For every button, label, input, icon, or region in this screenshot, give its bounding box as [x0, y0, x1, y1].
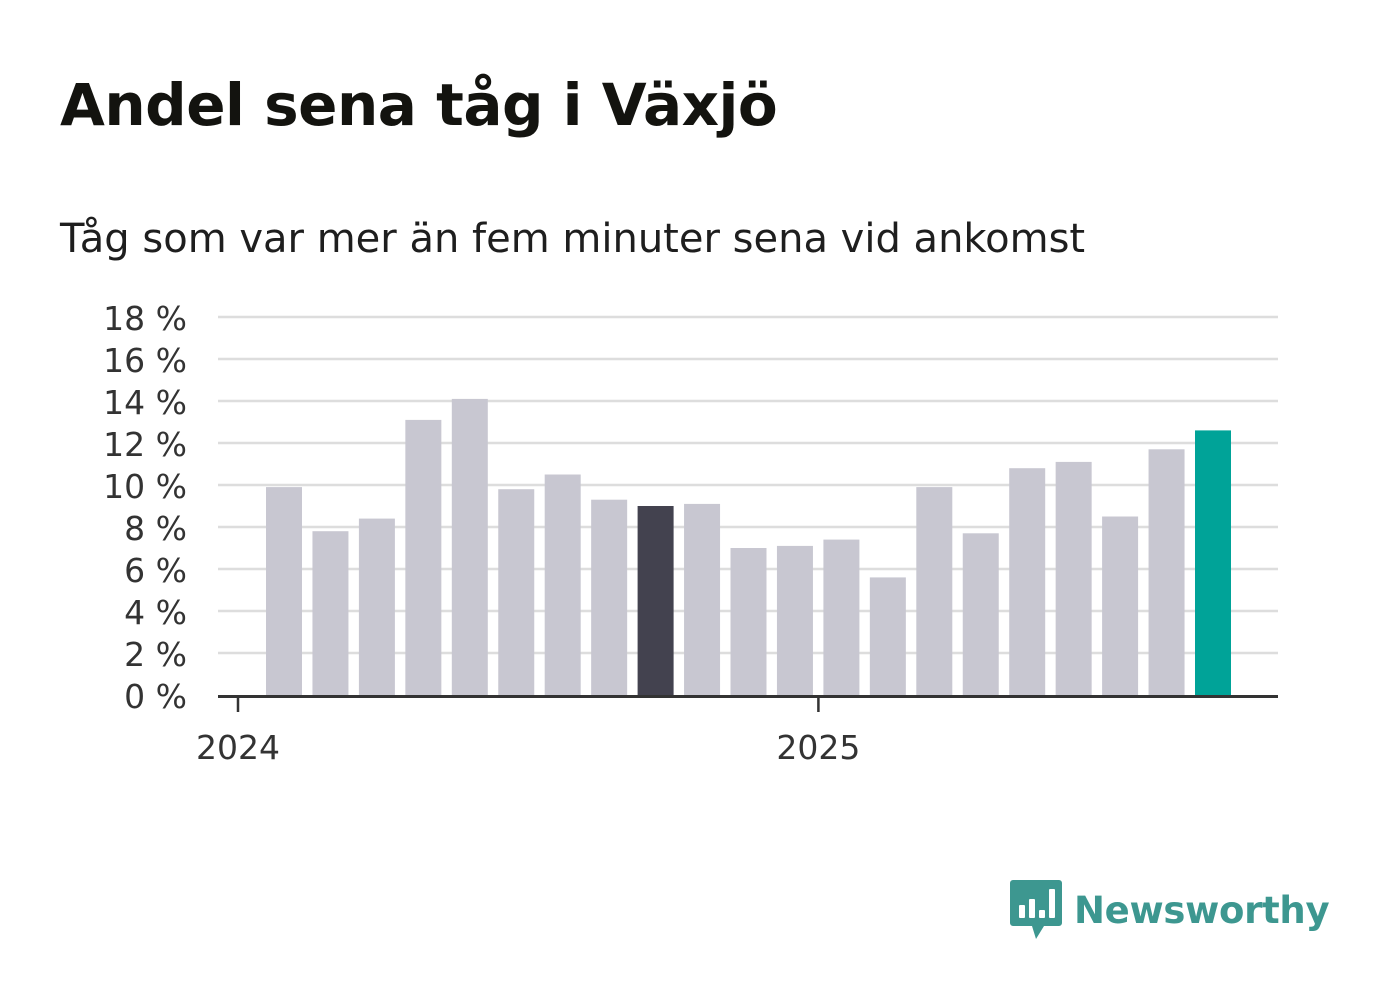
bar-2025-07: [1102, 516, 1139, 695]
bar-2024-06: [498, 489, 535, 695]
y-tick-label: 12 %: [103, 425, 187, 464]
y-tick-label: 0 %: [124, 677, 187, 716]
bar-2024-08: [591, 499, 628, 695]
newsworthy-logo-icon: [1010, 880, 1062, 939]
bar-2024-04: [405, 419, 442, 695]
x-tick-label: 2024: [196, 728, 280, 767]
bar-2024-11: [730, 548, 767, 695]
bar-2025-09: [1195, 430, 1231, 695]
bar-2024-02: [312, 531, 349, 695]
chart-subtitle: Tåg som var mer än fem minuter sena vid …: [60, 216, 1086, 262]
y-tick-label: 16 %: [103, 341, 187, 380]
bar-2024-09: [637, 506, 674, 695]
bar-2024-05: [451, 398, 488, 695]
bar-2025-03: [916, 487, 953, 695]
bar-2025-01: [823, 539, 860, 695]
y-tick-label: 4 %: [124, 593, 187, 632]
bar-2025-04: [962, 533, 999, 695]
bars: [266, 398, 1231, 695]
y-tick-label: 6 %: [124, 551, 187, 590]
y-tick-label: 8 %: [124, 509, 187, 548]
brand-name: Newsworthy: [1074, 888, 1330, 932]
bar-2024-12: [776, 545, 813, 695]
chart-title: Andel sena tåg i Växjö: [60, 71, 778, 139]
bar-2024-07: [544, 474, 581, 695]
brand-logo: Newsworthy: [1010, 878, 1330, 942]
bar-2024-01: [266, 487, 302, 695]
y-tick-label: 18 %: [103, 299, 187, 338]
bar-2024-03: [358, 518, 395, 695]
y-tick-label: 2 %: [124, 635, 187, 674]
y-tick-label: 10 %: [103, 467, 187, 506]
y-tick-label: 14 %: [103, 383, 187, 422]
y-axis-tick-labels: 0 %2 %4 %6 %8 %10 %12 %14 %16 %18 %: [103, 299, 187, 716]
bar-2024-10: [684, 503, 721, 695]
x-axis: 2024 2025: [196, 695, 1278, 767]
bar-2025-08: [1148, 449, 1185, 695]
bar-2025-05: [1009, 468, 1046, 695]
bar-2025-06: [1055, 461, 1092, 695]
bar-chart: 0 %2 %4 %6 %8 %10 %12 %14 %16 %18 % 2024…: [103, 299, 1278, 767]
bar-2025-02: [869, 577, 906, 695]
x-tick-label: 2025: [776, 728, 860, 767]
